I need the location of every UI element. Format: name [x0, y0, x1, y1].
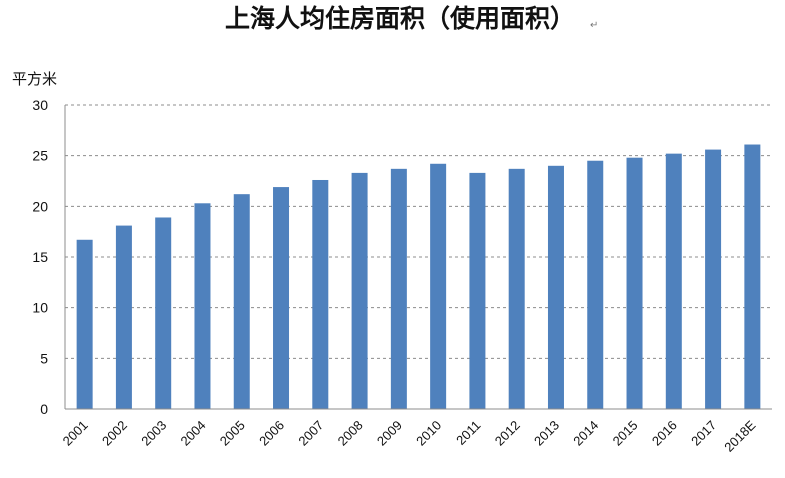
chart-title: 上海人均住房面积（使用面积）: [225, 4, 575, 33]
x-tick-label: 2012: [492, 418, 523, 449]
x-tick-label: 2008: [335, 418, 366, 449]
y-axis-ticks: 0 5 10 15 20 25 30: [32, 97, 48, 417]
y-tick-label: 10: [32, 300, 48, 316]
bar: [273, 187, 290, 409]
bar: [626, 157, 643, 409]
x-tick-label: 2010: [413, 418, 444, 449]
bar: [665, 153, 682, 409]
x-tick-label: 2013: [531, 418, 562, 449]
bar: [705, 149, 722, 409]
x-tick-label: 2016: [649, 418, 680, 449]
x-tick-label: 2002: [99, 418, 130, 449]
y-tick-label: 0: [40, 401, 48, 417]
x-axis-ticks: 2001 2002 2003 2004 2005 2006 2007 2008 2009 2010…: [60, 417, 759, 454]
bar: [115, 225, 132, 409]
x-tick-label: 2011: [453, 418, 483, 448]
y-axis-unit-label: 平方米: [12, 70, 57, 88]
bar: [744, 144, 761, 409]
bar: [508, 168, 525, 409]
bar: [194, 203, 211, 409]
bar: [469, 172, 486, 409]
bar: [155, 217, 172, 409]
y-tick-label: 30: [32, 97, 48, 113]
bar: [312, 179, 329, 409]
bar: [430, 163, 447, 409]
x-tick-label: 2006: [256, 418, 287, 449]
x-tick-label: 2015: [610, 418, 641, 449]
gridlines: [65, 104, 772, 359]
y-tick-label: 25: [32, 148, 48, 164]
bar: [351, 172, 368, 409]
x-tick-label: 2003: [138, 418, 169, 449]
bar: [76, 239, 93, 409]
bar: [390, 168, 407, 409]
x-tick-label: 2007: [295, 418, 326, 449]
x-tick-label: 2004: [178, 418, 209, 449]
x-tick-label: 2001: [60, 418, 91, 449]
bar-series: [76, 144, 761, 409]
x-tick-label: 2018E: [721, 417, 758, 454]
y-tick-label: 20: [32, 198, 48, 214]
bar: [547, 165, 564, 409]
x-tick-label: 2009: [374, 418, 405, 449]
y-tick-label: 15: [32, 249, 48, 265]
x-tick-label: 2005: [217, 418, 248, 449]
x-tick-label: 2014: [570, 418, 601, 449]
bar: [233, 194, 250, 409]
x-tick-label: 2017: [688, 418, 719, 449]
paragraph-mark-icon: ↵: [590, 20, 598, 31]
bar: [587, 160, 604, 409]
y-tick-label: 5: [40, 350, 48, 366]
